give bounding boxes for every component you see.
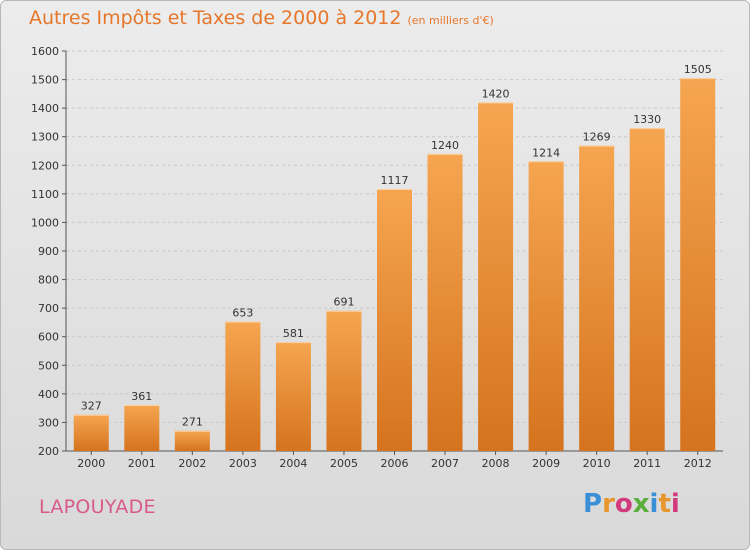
bar [73, 414, 109, 451]
y-tick-label: 300 [38, 416, 59, 429]
value-label: 271 [182, 416, 203, 429]
title-unit: (en milliers d'€) [407, 14, 494, 27]
bar [478, 102, 514, 451]
bar [377, 189, 412, 451]
y-tick-label: 1600 [31, 45, 59, 58]
y-tick-label: 200 [38, 445, 59, 458]
value-label: 691 [333, 296, 354, 309]
chart-title: Autres Impôts et Taxes de 2000 à 2012 (en… [29, 7, 494, 29]
y-tick-label: 1300 [31, 131, 59, 144]
labels: 327 361 271 653 581 691 1117 1240 1420 1214 1269 13… [81, 63, 712, 429]
y-tick-label: 1200 [31, 159, 59, 172]
x-tick-label: 2006 [381, 457, 409, 470]
x-tick-label: 2004 [279, 457, 307, 470]
y-tick-label: 1400 [31, 102, 59, 115]
x-tick-label: 2000 [77, 457, 105, 470]
axes: 200 300 400 500 600 700 800 900 1000 1100 1200 1300… [31, 45, 723, 470]
bar [427, 153, 463, 451]
title-text: Autres Impôts et Taxes de 2000 à 2012 [29, 7, 402, 29]
y-tick-label: 800 [38, 274, 59, 287]
y-tick-label: 700 [38, 302, 59, 315]
y-tick-label: 500 [38, 359, 59, 372]
bar [579, 145, 615, 452]
x-tick-label: 2010 [583, 457, 611, 470]
y-tick-label: 1000 [31, 216, 59, 229]
bar [326, 310, 362, 451]
y-tick-label: 900 [38, 245, 59, 258]
bar [275, 342, 311, 451]
x-tick-label: 2009 [532, 457, 560, 470]
proxiti-logo[interactable]: Proxiti [583, 489, 680, 519]
logo-letter: r [602, 489, 615, 519]
x-tick-label: 2011 [633, 457, 661, 470]
logo-letter: o [614, 489, 633, 519]
logo-letter: i [649, 489, 659, 519]
bar [680, 78, 716, 452]
value-label: 581 [283, 327, 304, 340]
value-label: 1330 [633, 113, 661, 126]
x-tick-label: 2008 [482, 457, 510, 470]
logo-letter: x [632, 489, 650, 519]
x-tick-label: 2007 [431, 457, 459, 470]
logo-letter: t [658, 489, 671, 519]
y-tick-label: 1100 [31, 188, 59, 201]
value-label: 1214 [532, 146, 560, 159]
x-tick-label: 2012 [684, 457, 712, 470]
value-label: 653 [232, 307, 253, 320]
bars [73, 78, 716, 452]
bar [174, 430, 210, 451]
value-label: 1505 [684, 63, 712, 76]
value-label: 1240 [431, 139, 459, 152]
value-label: 1420 [482, 87, 510, 100]
x-tick-label: 2002 [178, 457, 206, 470]
value-label: 1269 [583, 131, 611, 144]
bar [528, 161, 564, 452]
x-tick-label: 2001 [128, 457, 156, 470]
x-tick-label: 2003 [229, 457, 257, 470]
x-tick-label: 2005 [330, 457, 358, 470]
bar [225, 321, 261, 451]
value-label: 1117 [381, 174, 409, 187]
y-tick-label: 400 [38, 388, 59, 401]
y-tick-label: 1500 [31, 74, 59, 87]
value-label: 361 [131, 390, 152, 403]
bar [629, 128, 665, 451]
value-label: 327 [81, 400, 102, 413]
bar [124, 405, 160, 451]
logo-letter: P [583, 489, 603, 519]
logo-letter: i [670, 489, 680, 519]
y-tick-label: 600 [38, 331, 59, 344]
commune-name: LAPOUYADE [39, 496, 156, 518]
